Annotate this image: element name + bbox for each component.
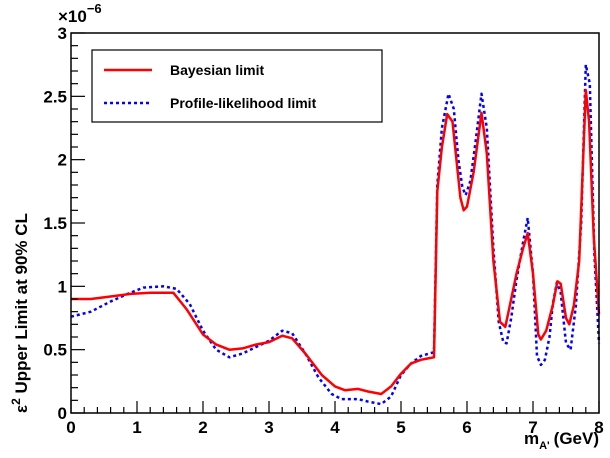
tick-labels-layer: 0 1 2 3 4 5 6 7 8 0 0.5 1 1.5 2 2.5 3 xyxy=(43,24,603,437)
x-tick-label: 6 xyxy=(462,418,471,437)
y-tick-label: 3 xyxy=(58,24,67,43)
series-line-profile-likelihood xyxy=(70,63,601,406)
series-line-bayesian xyxy=(71,88,601,396)
y-tick-label: 1.5 xyxy=(43,214,67,233)
y-tick-label: 1 xyxy=(58,277,67,296)
legend-label-bayesian: Bayesian limit xyxy=(170,62,264,78)
x-tick-label: 1 xyxy=(132,418,141,437)
x-axis-title: mA' (GeV) xyxy=(524,429,599,452)
y-tick-label: 0.5 xyxy=(43,341,67,360)
y-tick-label: 0 xyxy=(58,404,67,423)
x-tick-label: 0 xyxy=(66,418,75,437)
legend: Bayesian limit Profile-likelihood limit xyxy=(91,49,383,123)
x-tick-label: 5 xyxy=(396,418,405,437)
x-tick-label: 8 xyxy=(594,418,603,437)
x-tick-label: 2 xyxy=(198,418,207,437)
curves-layer xyxy=(70,63,601,406)
legend-label-profile-likelihood: Profile-likelihood limit xyxy=(170,95,317,111)
y-multiplier: ×10−6 xyxy=(58,1,102,26)
ticks-layer xyxy=(70,32,600,414)
x-tick-label: 3 xyxy=(264,418,273,437)
y-tick-label: 2 xyxy=(58,151,67,170)
y-axis-title: ε2 Upper Limit at 90% CL xyxy=(9,213,31,413)
legend-box xyxy=(91,49,383,123)
x-tick-label: 7 xyxy=(528,418,537,437)
x-tick-label: 4 xyxy=(330,418,340,437)
y-tick-label: 2.5 xyxy=(43,87,67,106)
